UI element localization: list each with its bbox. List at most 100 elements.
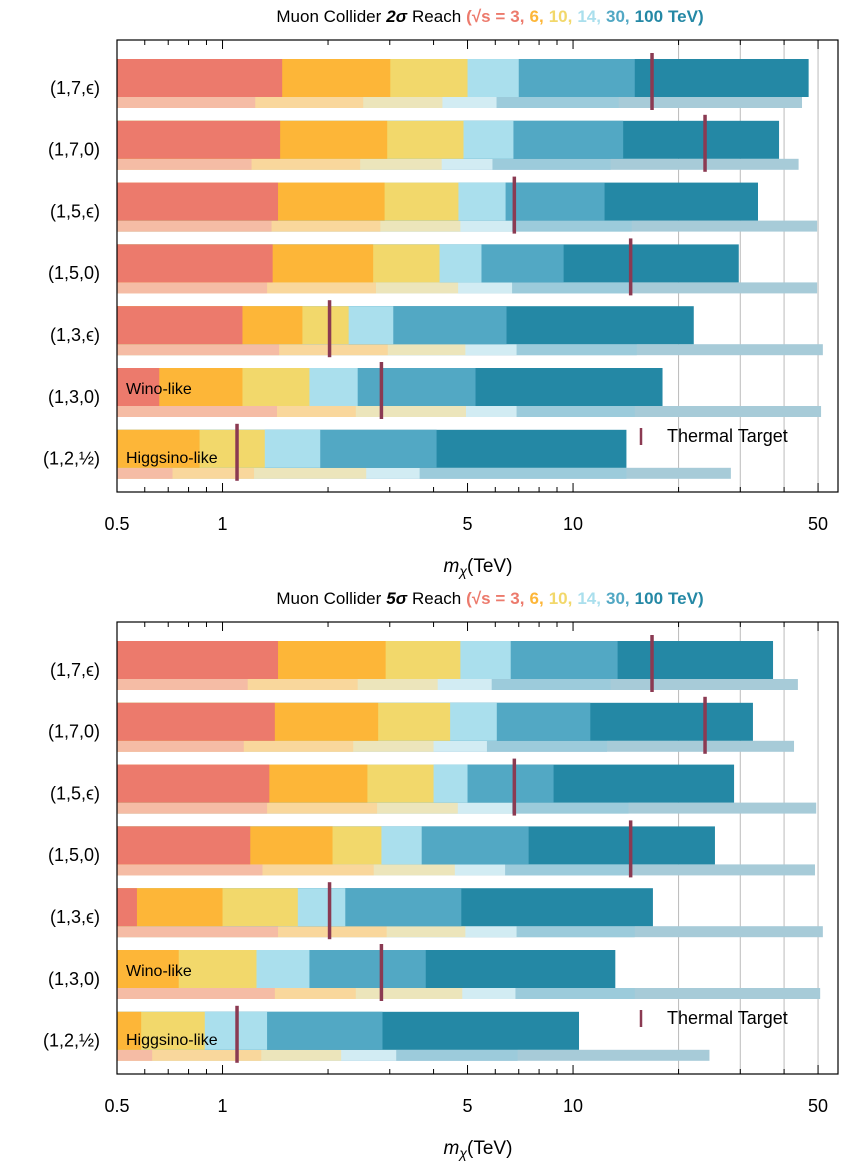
bar [117, 59, 283, 97]
legend-entry: 10 [549, 7, 568, 26]
legend-separator: , [568, 589, 573, 608]
row-label: (1,7,ϵ) [50, 78, 100, 98]
legend-close: TeV) [668, 7, 704, 26]
x-axis-label: mχ(TeV) [444, 556, 513, 579]
legend-entry: 30 [606, 7, 625, 26]
bar [117, 826, 251, 865]
legend-close: TeV) [668, 589, 704, 608]
faint-bar [117, 802, 268, 814]
x-axis-subscript: χ [457, 563, 467, 579]
bar [117, 244, 273, 283]
x-axis-subscript: χ [457, 1145, 467, 1161]
faint-bar [117, 740, 244, 752]
faint-bar [117, 344, 280, 356]
legend-entry: 3 [510, 7, 519, 26]
row-label: (1,3,ϵ) [50, 325, 100, 345]
thermal-legend-label: Thermal Target [667, 426, 788, 446]
faint-bar [117, 1049, 262, 1061]
plot-frame [116, 39, 839, 493]
legend-separator: , [520, 7, 525, 26]
x-tick-label: 50 [808, 1096, 828, 1116]
bar [117, 368, 160, 406]
row-annotation: Wino-like [126, 381, 192, 398]
x-tick-label: 1 [218, 514, 228, 534]
row-annotation: Higgsino-like [126, 450, 218, 467]
faint-bar [117, 864, 263, 876]
legend-separator: , [596, 589, 601, 608]
legend-entry: 6 [529, 589, 538, 608]
row-label: (1,3,0) [48, 387, 100, 407]
bar [117, 306, 243, 345]
thermal-legend-label: Thermal Target [667, 1008, 788, 1028]
legend-separator: , [539, 7, 544, 26]
faint-bar [117, 467, 255, 479]
row-label: (1,5,0) [48, 263, 100, 283]
x-tick-label: 50 [808, 514, 828, 534]
row-annotation: Higgsino-like [126, 1032, 218, 1049]
faint-bar [117, 988, 275, 999]
faint-bar [117, 467, 173, 479]
bar [117, 950, 179, 988]
legend-open: (√s = [466, 7, 505, 26]
bar [117, 1011, 142, 1050]
x-axis-symbol: m [444, 556, 460, 577]
legend-separator: , [625, 589, 630, 608]
panel: Muon Collider 5σ Reach (√s = 3, 6, 10, 14, 30, 10… [43, 589, 839, 1161]
legend-entry: 6 [529, 7, 538, 26]
bar [117, 120, 281, 159]
x-tick-label: 5 [463, 1096, 473, 1116]
legend-entry: 30 [606, 589, 625, 608]
x-axis-unit: (TeV) [467, 556, 512, 577]
row-label: (1,5,0) [48, 845, 100, 865]
legend-separator: , [596, 7, 601, 26]
legend-separator: , [520, 589, 525, 608]
x-tick-label: 5 [463, 514, 473, 534]
x-axis-unit: (TeV) [467, 1138, 512, 1159]
plot-frame [116, 621, 839, 1075]
x-axis-symbol: m [444, 1138, 460, 1159]
legend-entry: 14 [577, 7, 596, 26]
x-tick-label: 0.5 [104, 1096, 129, 1116]
x-tick-label: 10 [563, 1096, 583, 1116]
chart-title: Muon Collider 2σ Reach (√s = 3, 6, 10, 14, 30, 10… [276, 7, 703, 26]
legend-entry: 3 [510, 589, 519, 608]
row-label: (1,5,ϵ) [50, 201, 100, 221]
bar [117, 429, 200, 468]
x-axis-label: mχ(TeV) [444, 1138, 513, 1161]
legend-separator: , [539, 589, 544, 608]
title-text: Muon Collider [276, 589, 381, 608]
faint-bar [117, 926, 279, 938]
title-suffix: Reach [412, 7, 461, 26]
bar [117, 641, 279, 679]
significance: 5σ [386, 589, 407, 608]
faint-bar [117, 1049, 153, 1061]
faint-bar [117, 220, 272, 232]
x-tick-label: 10 [563, 514, 583, 534]
row-annotation: Wino-like [126, 963, 192, 980]
x-tick-label: 0.5 [104, 514, 129, 534]
row-label: (1,7,ϵ) [50, 660, 100, 680]
row-label: (1,7,0) [48, 722, 100, 742]
chart-title: Muon Collider 5σ Reach (√s = 3, 6, 10, 14, 30, 10… [276, 589, 703, 608]
faint-bar [117, 158, 252, 170]
legend-entry: 100 [635, 589, 663, 608]
legend-entry: 100 [635, 7, 663, 26]
bar [117, 764, 270, 803]
legend-separator: , [568, 7, 573, 26]
row-label: (1,2,½) [43, 449, 100, 469]
bar [117, 182, 279, 221]
row-label: (1,7,0) [48, 140, 100, 160]
legend-entry: 14 [577, 589, 596, 608]
row-label: (1,2,½) [43, 1031, 100, 1051]
row-label: (1,3,0) [48, 969, 100, 989]
legend-entry: 10 [549, 589, 568, 608]
title-text: Muon Collider [276, 7, 381, 26]
faint-bar [117, 97, 256, 108]
row-label: (1,5,ϵ) [50, 783, 100, 803]
title-suffix: Reach [412, 589, 461, 608]
bar [117, 888, 137, 927]
faint-bar [117, 282, 268, 294]
faint-bar [117, 679, 248, 690]
x-tick-label: 1 [218, 1096, 228, 1116]
